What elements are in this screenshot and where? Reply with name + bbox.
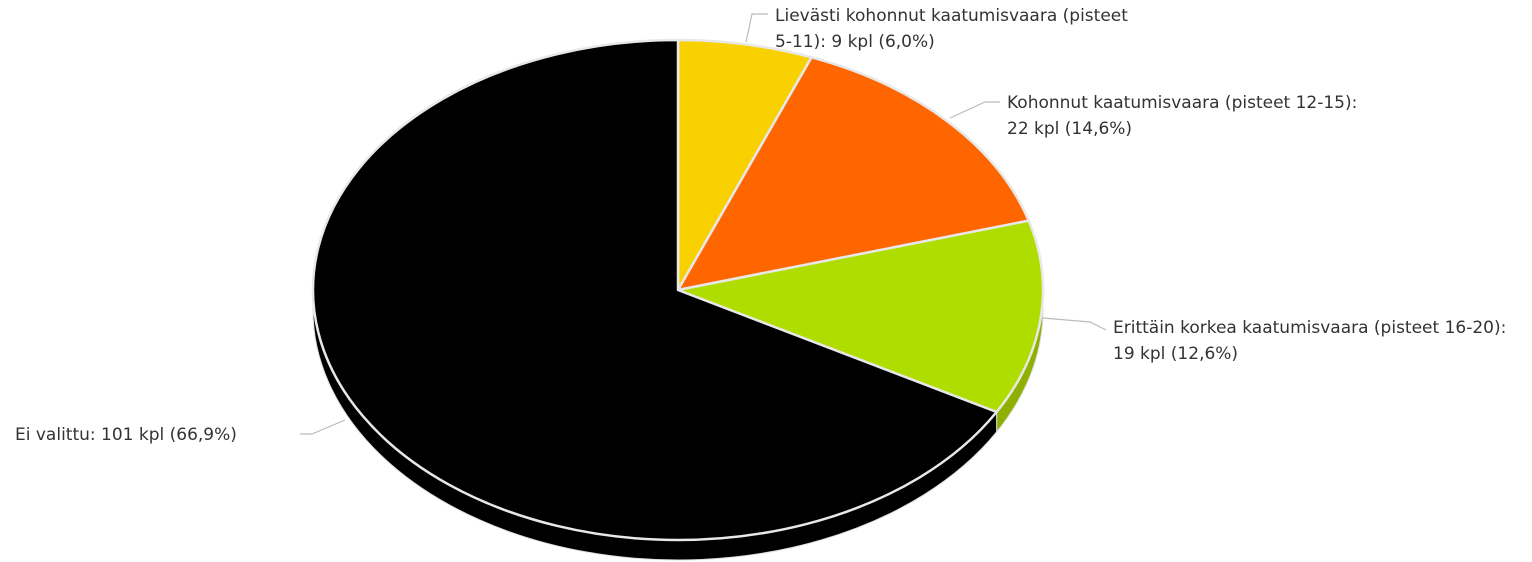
leader-line <box>745 13 768 43</box>
slice-label: Kohonnut kaatumisvaara (pisteet 12-15): … <box>1007 93 1358 139</box>
slice-label: Erittäin korkea kaatumisvaara (pisteet 1… <box>1113 318 1507 364</box>
leader-line <box>949 101 1000 119</box>
slice <box>676 56 1030 292</box>
leader-line <box>300 419 346 435</box>
slice-label: Ei valittu: 101 kpl (66,9%) <box>15 425 237 445</box>
leader-lines <box>300 13 1107 435</box>
leader-line <box>1042 317 1107 331</box>
pie-tops <box>311 38 1045 542</box>
slice <box>676 219 1045 414</box>
slice <box>676 38 813 292</box>
slice-label: Lievästi kohonnut kaatumisvaara (pisteet… <box>775 6 1128 52</box>
slice <box>311 38 998 542</box>
